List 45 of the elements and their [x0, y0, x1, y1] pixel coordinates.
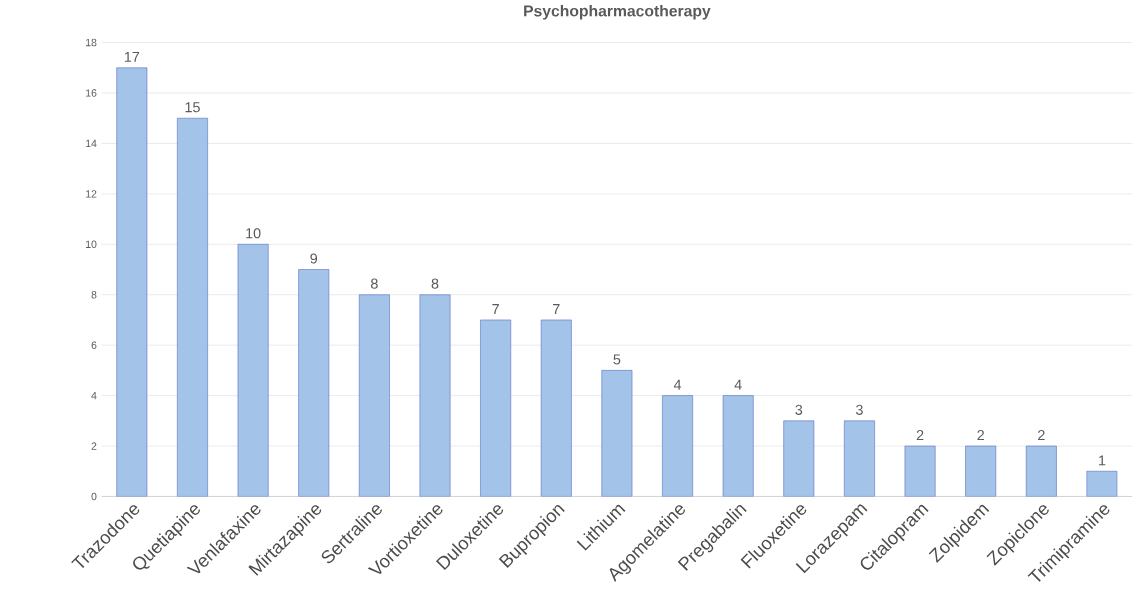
y-tick-label: 4 [91, 392, 97, 400]
data-label: 4 [673, 379, 682, 390]
bar [783, 420, 815, 497]
bar [298, 269, 330, 497]
bar [1086, 471, 1118, 497]
data-label: 2 [916, 430, 924, 441]
data-label: 5 [613, 354, 621, 365]
bar [904, 445, 936, 497]
bar [965, 445, 997, 497]
data-label: 17 [124, 51, 140, 62]
y-tick-label: 14 [86, 139, 97, 148]
y-tick-label: 10 [86, 240, 97, 249]
data-label: 9 [310, 253, 318, 264]
data-label: 2 [1038, 430, 1045, 441]
data-label: 1 [1099, 455, 1106, 466]
data-label: 7 [492, 304, 499, 315]
y-tick-label: 16 [86, 89, 97, 97]
bar [358, 294, 390, 497]
y-tick-label: 2 [91, 442, 97, 450]
data-label: 3 [855, 404, 863, 415]
bar [844, 420, 875, 497]
data-label: 15 [185, 102, 200, 113]
bar [540, 319, 572, 497]
bar [722, 395, 754, 497]
data-label: 4 [734, 379, 742, 390]
data-label: 2 [977, 430, 984, 441]
bar [116, 67, 148, 497]
y-tick-label: 18 [86, 38, 97, 47]
bar [1025, 445, 1057, 497]
bar [177, 117, 208, 497]
data-label: 7 [553, 304, 560, 315]
bar [480, 319, 512, 497]
y-tick-label: 12 [86, 190, 97, 198]
bar [601, 370, 633, 497]
y-tick-label: 0 [91, 492, 97, 501]
y-tick-label: 8 [91, 291, 97, 299]
bar [419, 294, 451, 497]
data-label: 10 [246, 228, 261, 239]
data-label: 8 [370, 278, 378, 289]
y-tick-label: 6 [91, 341, 97, 349]
chart-title: Psychopharmacotherapy [524, 4, 711, 20]
bar [237, 244, 269, 497]
bar [662, 395, 693, 497]
data-label: 3 [795, 404, 803, 415]
data-label: 8 [431, 278, 439, 289]
